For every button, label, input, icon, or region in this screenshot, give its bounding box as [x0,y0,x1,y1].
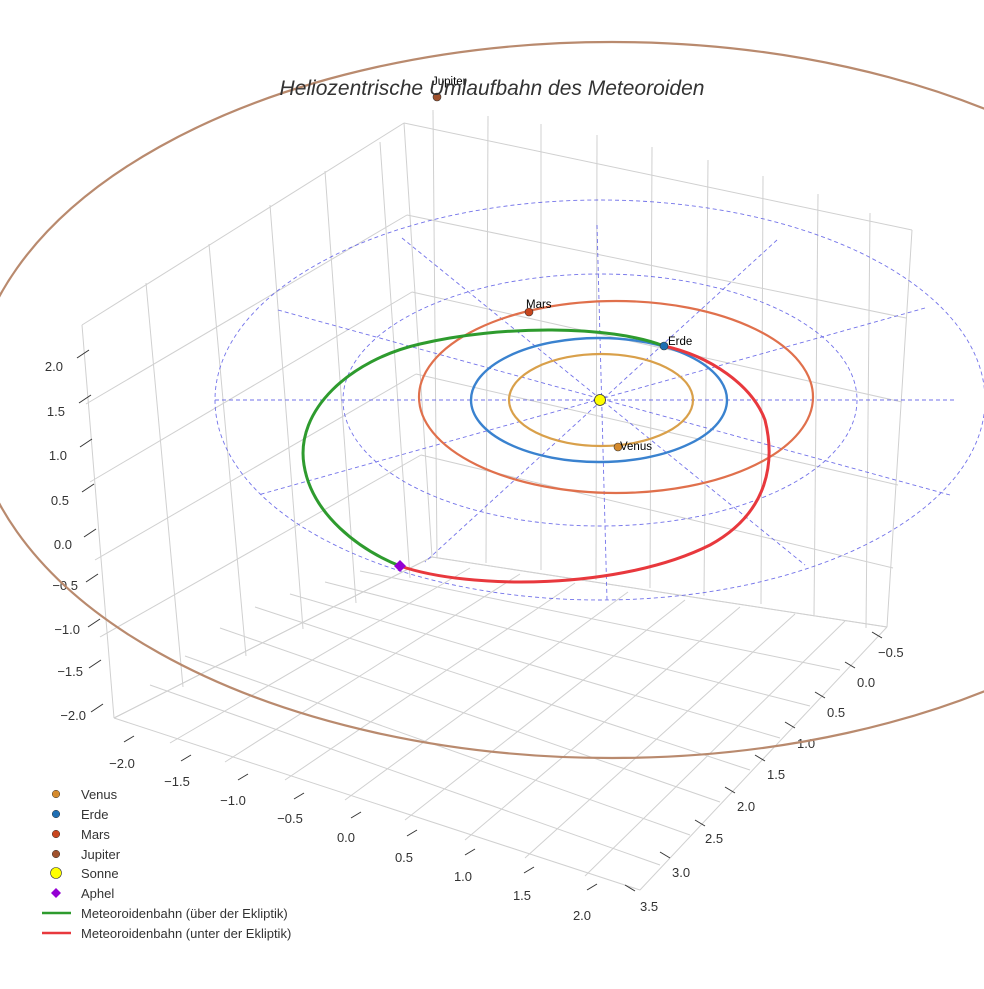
chart-title: Heliozentrische Umlaufbahn des Meteoroid… [280,77,705,100]
x-tick-label: −1.5 [164,774,190,789]
z-tick-label: 0.5 [51,493,69,508]
y-tick-label: −0.5 [878,645,904,660]
sun-marker [594,394,606,406]
jupiter-marker [432,92,442,102]
z-axis-ticks [76,349,104,713]
earth-orbit [469,336,729,464]
x-tick-label: 0.0 [337,830,355,845]
z-tick-label: −1.5 [57,664,83,679]
y-tick-label: 2.5 [705,831,723,846]
y-tick-label: 1.5 [767,767,785,782]
legend-marker-jupiter [51,849,61,859]
x-tick-label: 0.5 [395,850,413,865]
meteoroid-orbit-above-ecliptic [301,328,665,568]
x-axis-tick-labels: −2.0 −1.5 −1.0 −0.5 0.0 0.5 1.0 1.5 2.0 [109,756,591,923]
legend-label-sonne: Sonne [81,866,119,881]
legend-label-erde: Erde [81,807,108,822]
y-axis-tick-labels: −0.5 0.0 0.5 1.0 1.5 2.0 2.5 3.0 3.5 [640,645,904,914]
mars-orbit [417,299,815,495]
z-tick-label: −2.0 [60,708,86,723]
legend-marker-venus [51,789,61,799]
legend-marker-erde [51,809,61,819]
y-tick-label: 0.5 [827,705,845,720]
y-axis-ticks [624,631,883,892]
venus-marker [613,442,623,452]
x-tick-label: 1.0 [454,869,472,884]
x-tick-label: −0.5 [277,811,303,826]
legend: Venus Erde Mars Jupiter Sonne Aphel Mete… [42,787,291,941]
jupiter-label: Jupiter [432,76,467,88]
z-tick-label: 1.0 [49,448,67,463]
x-tick-label: 1.5 [513,888,531,903]
y-tick-label: 1.0 [797,736,815,751]
earth-marker [659,341,669,351]
meteoroid-orbit-below-ecliptic [399,344,771,584]
z-axis-tick-labels: 2.0 1.5 1.0 0.5 0.0 −0.5 −1.0 −1.5 −2.0 [45,359,86,723]
venus-orbit [507,352,695,448]
x-tick-label: −1.0 [220,793,246,808]
legend-marker-mars [51,829,61,839]
legend-label-mars: Mars [81,827,110,842]
x-axis-ticks [123,735,598,891]
legend-label-aphel: Aphel [81,886,114,901]
mars-marker [524,307,534,317]
z-tick-label: −1.0 [54,622,80,637]
venus-label: Venus [620,441,652,453]
y-tick-label: 3.0 [672,865,690,880]
y-tick-label: 3.5 [640,899,658,914]
legend-marker-aphel [51,888,61,898]
mars-label: Mars [526,299,552,311]
y-tick-label: 2.0 [737,799,755,814]
x-tick-label: 2.0 [573,908,591,923]
legend-label-jupiter: Jupiter [81,847,121,862]
legend-label-above: Meteoroidenbahn (über der Ekliptik) [81,906,288,921]
legend-marker-sonne [50,867,62,879]
legend-label-below: Meteoroidenbahn (unter der Ekliptik) [81,926,291,941]
z-tick-label: 0.0 [54,537,72,552]
legend-label-venus: Venus [81,787,118,802]
x-tick-label: −2.0 [109,756,135,771]
z-tick-label: 1.5 [47,404,65,419]
earth-label: Erde [668,336,692,348]
z-tick-label: 2.0 [45,359,63,374]
aphel-marker [394,560,406,572]
jupiter-orbit [0,41,984,759]
grid-panes [81,109,913,891]
y-tick-label: 0.0 [857,675,875,690]
